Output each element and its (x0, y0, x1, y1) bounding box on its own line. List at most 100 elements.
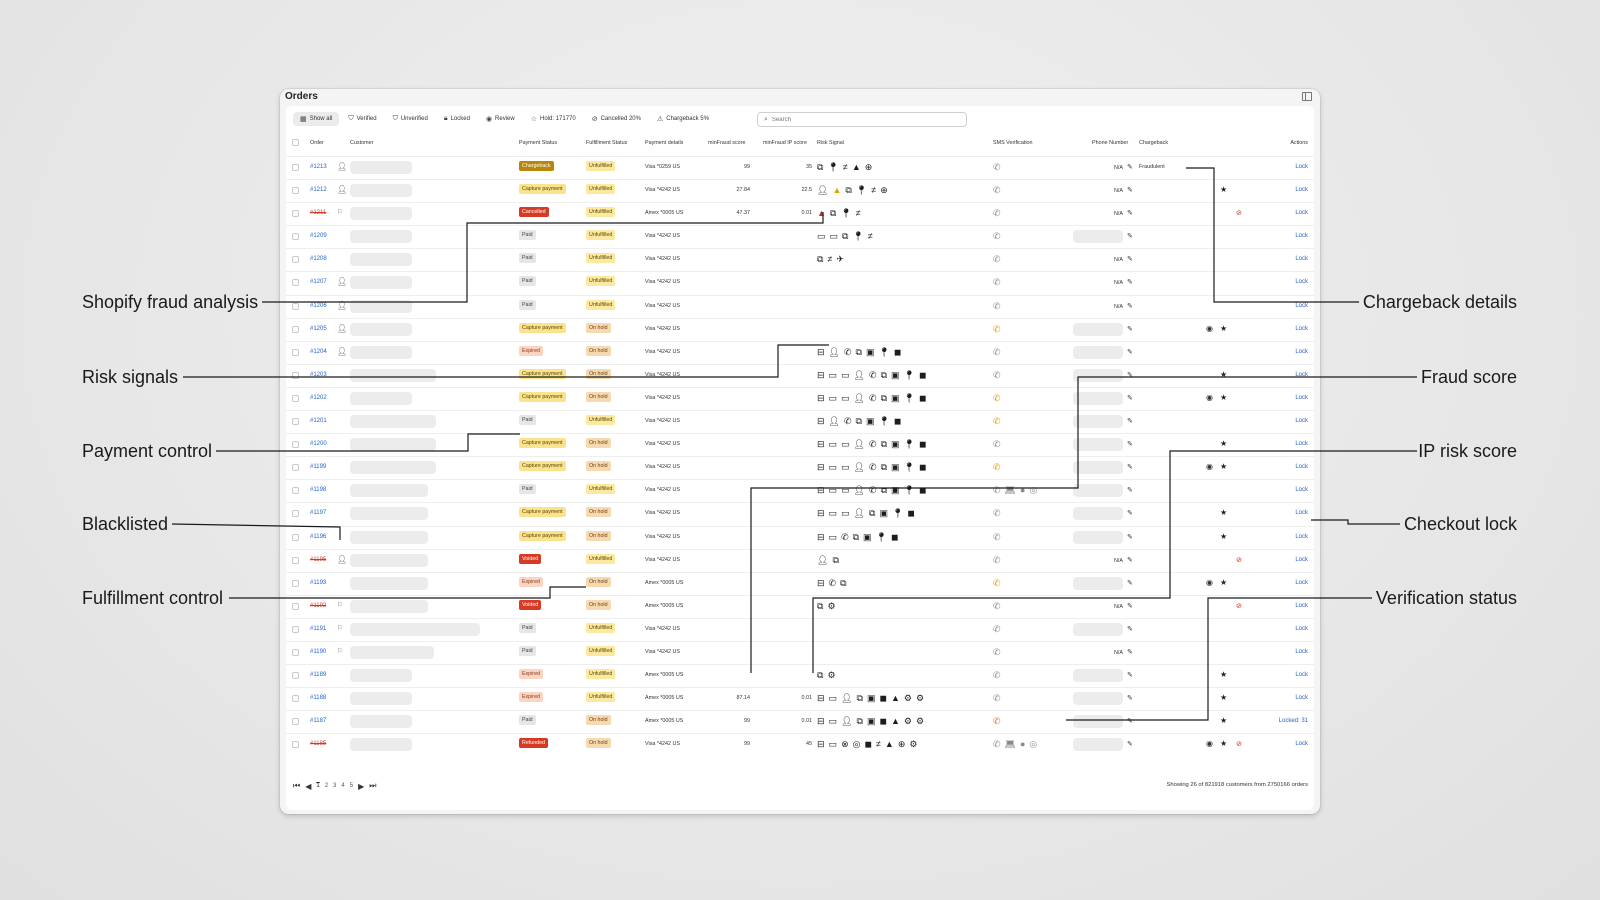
edit-pencil-icon[interactable]: ✎ (1127, 533, 1133, 541)
lock-action[interactable]: Lock (1295, 556, 1308, 563)
payment-status-badge[interactable]: Capture payment (519, 530, 566, 541)
star-icon[interactable]: ★ (1220, 369, 1228, 379)
lock-action[interactable]: Lock (1295, 394, 1308, 401)
lock-action[interactable]: Lock (1295, 464, 1308, 471)
fulfillment-status-badge[interactable]: On hold (586, 322, 611, 333)
payment-status-badge[interactable]: Expired (519, 692, 543, 703)
phone-number-field[interactable] (1073, 391, 1123, 405)
row-checkbox[interactable] (292, 302, 299, 310)
tab-show-all[interactable]: ▦ Show all (293, 112, 340, 126)
star-icon[interactable]: ★ (1220, 739, 1228, 749)
star-icon[interactable]: ★ (1220, 531, 1228, 541)
lock-action[interactable]: Lock (1295, 625, 1308, 632)
order-link[interactable]: #1195 (310, 556, 327, 563)
payment-status-badge[interactable]: Voided (519, 553, 542, 564)
payment-status-badge[interactable]: Expired (519, 576, 543, 587)
edit-pencil-icon[interactable]: ✎ (1127, 695, 1133, 703)
lock-action[interactable]: Lock (1295, 418, 1308, 425)
col-payment-status[interactable]: Payment Status (519, 140, 558, 146)
phone-number-field[interactable] (1073, 461, 1123, 475)
phone-number-field[interactable] (1073, 738, 1123, 752)
lock-action[interactable]: Locked: 31 (1278, 718, 1308, 725)
phone-number-field[interactable] (1073, 345, 1123, 359)
phone-number-field[interactable] (1073, 507, 1123, 521)
row-checkbox[interactable] (292, 256, 299, 264)
tab-locked[interactable]: 🔒︎ Locked (437, 112, 477, 126)
edit-pencil-icon[interactable]: ✎ (1127, 579, 1133, 587)
order-link[interactable]: #1207 (310, 279, 327, 286)
phone-number-field[interactable] (1073, 576, 1123, 590)
lock-action[interactable]: Lock (1295, 487, 1308, 494)
row-checkbox[interactable] (292, 533, 299, 541)
order-link[interactable]: #1198 (310, 487, 327, 494)
order-link[interactable]: #1193 (310, 579, 327, 586)
edit-pencil-icon[interactable]: ✎ (1127, 648, 1133, 656)
fulfillment-status-badge[interactable]: On hold (586, 345, 611, 356)
phone-number-field[interactable] (1073, 692, 1123, 706)
row-checkbox[interactable] (292, 441, 299, 449)
lock-action[interactable]: Lock (1295, 187, 1308, 194)
edit-pencil-icon[interactable]: ✎ (1127, 210, 1133, 218)
lock-action[interactable]: Lock (1295, 210, 1308, 217)
edit-pencil-icon[interactable]: ✎ (1127, 487, 1133, 495)
order-link[interactable]: #1209 (310, 233, 327, 240)
row-checkbox[interactable] (292, 325, 299, 333)
phone-number-field[interactable] (1073, 322, 1123, 336)
payment-status-badge[interactable]: Paid (519, 622, 536, 633)
order-link[interactable]: #1190 (310, 648, 327, 655)
edit-pencil-icon[interactable]: ✎ (1127, 672, 1133, 680)
order-link[interactable]: #1212 (310, 187, 327, 194)
eye-icon[interactable]: ◉ (1206, 323, 1213, 333)
lock-action[interactable]: Lock (1295, 741, 1308, 748)
fulfillment-status-badge[interactable]: Unfulfilled (586, 161, 616, 171)
lock-action[interactable]: Lock (1295, 164, 1308, 170)
row-checkbox[interactable] (292, 210, 299, 218)
payment-status-badge[interactable]: Expired (519, 669, 543, 680)
fulfillment-status-badge[interactable]: Unfulfilled (586, 669, 616, 680)
order-link[interactable]: #1208 (310, 256, 327, 263)
payment-status-badge[interactable]: Paid (519, 230, 536, 241)
phone-number-field[interactable] (1073, 530, 1123, 544)
edit-pencil-icon[interactable]: ✎ (1127, 394, 1133, 402)
fulfillment-status-badge[interactable]: On hold (586, 461, 611, 472)
star-icon[interactable]: ★ (1220, 462, 1228, 472)
tab-hold-171770[interactable]: ☆ Hold: 171770 (524, 112, 583, 126)
payment-status-badge[interactable]: Expired (519, 345, 543, 356)
star-icon[interactable]: ★ (1220, 716, 1228, 726)
edit-pencil-icon[interactable]: ✎ (1127, 441, 1133, 449)
lock-action[interactable]: Lock (1295, 371, 1308, 378)
search-input[interactable] (771, 116, 952, 123)
fulfillment-status-badge[interactable]: Unfulfilled (586, 415, 616, 426)
fulfillment-status-badge[interactable]: On hold (586, 391, 611, 402)
lock-action[interactable]: Lock (1295, 695, 1308, 702)
order-link[interactable]: #1205 (310, 325, 327, 332)
eye-icon[interactable]: ◉ (1206, 577, 1213, 587)
order-link[interactable]: #1189 (310, 672, 327, 679)
edit-pencil-icon[interactable]: ✎ (1127, 256, 1133, 264)
page-number[interactable]: 4 (341, 783, 345, 789)
col-minfraud-ip-score[interactable]: minFraud IP score (763, 140, 807, 146)
lock-action[interactable]: Lock (1295, 325, 1308, 332)
row-checkbox[interactable] (292, 625, 299, 633)
col-phone-number[interactable]: Phone Number (1092, 140, 1129, 146)
edit-pencil-icon[interactable]: ✎ (1127, 625, 1133, 633)
tab-unverified[interactable]: ⛉ Unverified (386, 112, 435, 126)
row-checkbox[interactable] (292, 418, 299, 426)
order-link[interactable]: #1201 (310, 418, 327, 425)
eye-icon[interactable]: ◉ (1206, 462, 1213, 472)
edit-pencil-icon[interactable]: ✎ (1127, 164, 1133, 171)
edit-pencil-icon[interactable]: ✎ (1127, 464, 1133, 472)
phone-number-field[interactable] (1073, 669, 1123, 683)
fulfillment-status-badge[interactable]: On hold (586, 438, 611, 449)
fulfillment-status-badge[interactable]: Unfulfilled (586, 299, 616, 310)
fulfillment-status-badge[interactable]: On hold (586, 530, 611, 541)
row-checkbox[interactable] (292, 556, 299, 564)
fulfillment-status-badge[interactable]: Unfulfilled (586, 645, 616, 656)
row-checkbox[interactable] (292, 718, 299, 726)
lock-action[interactable]: Lock (1295, 279, 1308, 286)
phone-number-field[interactable] (1073, 715, 1123, 729)
edit-pencil-icon[interactable]: ✎ (1127, 718, 1133, 726)
edit-pencil-icon[interactable]: ✎ (1127, 302, 1133, 310)
col-risk-signal[interactable]: Risk Signal (817, 140, 844, 146)
edit-pencil-icon[interactable]: ✎ (1127, 233, 1133, 241)
